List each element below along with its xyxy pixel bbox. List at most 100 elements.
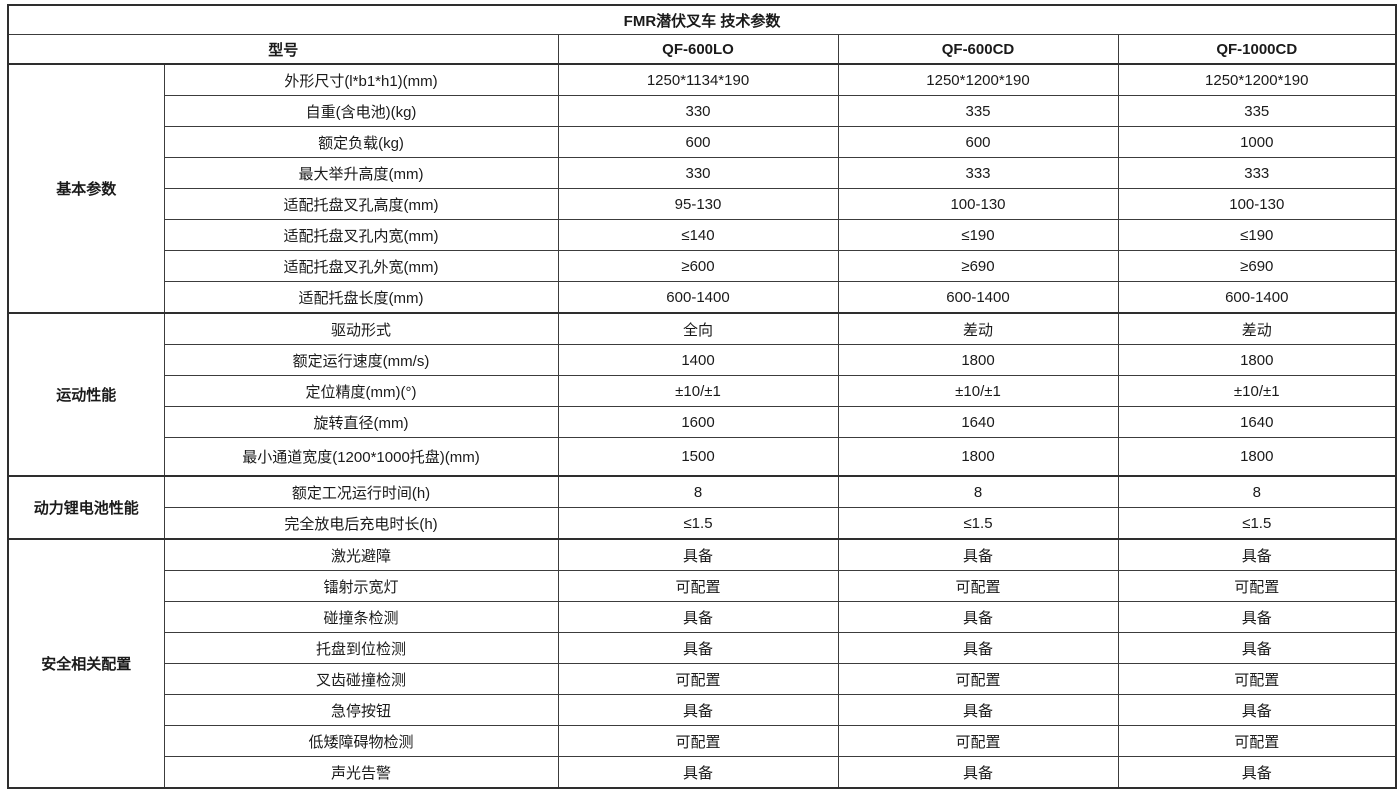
section-label: 基本参数 — [7, 63, 165, 314]
spec-value: 1000 — [1117, 126, 1397, 158]
row-label: 外形尺寸(l*b1*h1)(mm) — [163, 63, 559, 96]
spec-row: 基本参数 外形尺寸(l*b1*h1)(mm) 1250*1134*190 1250*1… — [7, 63, 1397, 314]
row-label: 自重(含电池)(kg) — [163, 95, 559, 127]
row-label: 托盘到位检测 — [163, 632, 559, 664]
spec-value: 可配置 — [837, 725, 1119, 757]
spec-value: 1600 — [557, 406, 839, 438]
row-label: 碰撞条检测 — [163, 601, 559, 633]
spec-row: 碰撞条检测 具备 具备 具备 — [8, 601, 1397, 633]
spec-value: 可配置 — [557, 725, 839, 757]
spec-value: 1250*1200*190 — [1117, 63, 1397, 96]
row-label: 急停按钮 — [163, 694, 559, 726]
row-label: 定位精度(mm)(°) — [163, 375, 559, 407]
spec-row: 镭射示宽灯 可配置 可配置 可配置 — [8, 570, 1397, 602]
spec-value: 1250*1134*190 — [557, 63, 839, 96]
spec-value: 具备 — [837, 694, 1119, 726]
spec-value: 330 — [557, 95, 839, 127]
row-label: 额定工况运行时间(h) — [163, 475, 559, 508]
spec-value: 1640 — [837, 406, 1119, 438]
row-label: 激光避障 — [163, 538, 559, 571]
spec-row: 自重(含电池)(kg) 330 335 335 — [8, 95, 1397, 127]
spec-value: 600 — [557, 126, 839, 158]
spec-table-body: 基本参数 外形尺寸(l*b1*h1)(mm) 1250*1134*190 1250*1… — [7, 63, 1397, 789]
row-label: 适配托盘叉孔高度(mm) — [163, 188, 559, 220]
row-label: 最小通道宽度(1200*1000托盘)(mm) — [163, 437, 559, 477]
spec-value: 100-130 — [1117, 188, 1397, 220]
spec-table: FMR潜伏叉车 技术参数 型号 QF-600LO QF-600CD QF-100… — [7, 4, 1398, 789]
row-label: 额定运行速度(mm/s) — [163, 344, 559, 376]
model-header-row: 型号 QF-600LO QF-600CD QF-1000CD — [7, 34, 1397, 65]
spec-value: 可配置 — [837, 663, 1119, 695]
spec-row: 最大举升高度(mm) 330 333 333 — [8, 157, 1397, 189]
spec-row: 急停按钮 具备 具备 具备 — [8, 694, 1397, 726]
spec-value: ≤1.5 — [1117, 507, 1397, 540]
row-label: 最大举升高度(mm) — [163, 157, 559, 189]
spec-row: 定位精度(mm)(°) ±10/±1 ±10/±1 ±10/±1 — [8, 375, 1397, 407]
spec-value: 600-1400 — [837, 281, 1119, 314]
model-label-cell: 型号 — [7, 34, 559, 65]
spec-value: ≥690 — [837, 250, 1119, 282]
spec-row: 额定负载(kg) 600 600 1000 — [8, 126, 1397, 158]
spec-value: 具备 — [1117, 694, 1397, 726]
row-label: 适配托盘长度(mm) — [163, 281, 559, 314]
spec-value: 可配置 — [1117, 725, 1397, 757]
section-label: 动力锂电池性能 — [7, 475, 165, 540]
spec-value: 可配置 — [837, 570, 1119, 602]
spec-value: 1800 — [837, 344, 1119, 376]
spec-value: 1250*1200*190 — [837, 63, 1119, 96]
spec-row: 适配托盘叉孔外宽(mm) ≥600 ≥690 ≥690 — [8, 250, 1397, 282]
spec-row: 托盘到位检测 具备 具备 具备 — [8, 632, 1397, 664]
spec-value: 8 — [557, 475, 839, 508]
spec-row: 适配托盘叉孔高度(mm) 95-130 100-130 100-130 — [8, 188, 1397, 220]
model-column-header: QF-600CD — [837, 34, 1119, 65]
spec-value: 1800 — [1117, 437, 1397, 477]
spec-value: 具备 — [557, 756, 839, 789]
spec-row: 动力锂电池性能 额定工况运行时间(h) 8 8 8 — [7, 475, 1397, 540]
spec-value: 具备 — [557, 694, 839, 726]
spec-value: ±10/±1 — [837, 375, 1119, 407]
title-row: FMR潜伏叉车 技术参数 — [7, 4, 1397, 35]
row-label: 声光告警 — [163, 756, 559, 789]
spec-value: 1400 — [557, 344, 839, 376]
spec-value: ±10/±1 — [557, 375, 839, 407]
spec-value: 具备 — [837, 756, 1119, 789]
spec-value: 具备 — [837, 538, 1119, 571]
spec-value: ±10/±1 — [1117, 375, 1397, 407]
spec-value: 全向 — [557, 312, 839, 345]
row-label: 额定负载(kg) — [163, 126, 559, 158]
spec-row: 安全相关配置 激光避障 具备 具备 具备 — [7, 538, 1397, 789]
spec-value: 330 — [557, 157, 839, 189]
spec-value: 具备 — [1117, 601, 1397, 633]
spec-value: 8 — [1117, 475, 1397, 508]
spec-row: 适配托盘叉孔内宽(mm) ≤140 ≤190 ≤190 — [8, 219, 1397, 251]
spec-value: 1640 — [1117, 406, 1397, 438]
spec-row: 运动性能 驱动形式 全向 差动 差动 — [7, 312, 1397, 477]
spec-value: 600 — [837, 126, 1119, 158]
row-label: 旋转直径(mm) — [163, 406, 559, 438]
spec-value: ≤140 — [557, 219, 839, 251]
row-label: 完全放电后充电时长(h) — [163, 507, 559, 540]
spec-value: ≤190 — [1117, 219, 1397, 251]
spec-value: 335 — [837, 95, 1119, 127]
spec-row: 最小通道宽度(1200*1000托盘)(mm) 1500 1800 1800 — [8, 437, 1397, 477]
spec-value: 可配置 — [1117, 570, 1397, 602]
row-label: 低矮障碍物检测 — [163, 725, 559, 757]
spec-value: 1800 — [837, 437, 1119, 477]
spec-row: 低矮障碍物检测 可配置 可配置 可配置 — [8, 725, 1397, 757]
spec-value: ≤1.5 — [837, 507, 1119, 540]
table-title: FMR潜伏叉车 技术参数 — [7, 4, 1397, 35]
section-label: 安全相关配置 — [7, 538, 165, 789]
spec-row: 声光告警 具备 具备 具备 — [8, 756, 1397, 789]
row-label: 镭射示宽灯 — [163, 570, 559, 602]
spec-value: 95-130 — [557, 188, 839, 220]
spec-value: 1500 — [557, 437, 839, 477]
spec-row: 叉齿碰撞检测 可配置 可配置 可配置 — [8, 663, 1397, 695]
spec-value: ≤190 — [837, 219, 1119, 251]
row-label: 适配托盘叉孔外宽(mm) — [163, 250, 559, 282]
spec-value: 具备 — [557, 632, 839, 664]
spec-value: 可配置 — [557, 570, 839, 602]
model-column-header: QF-600LO — [557, 34, 839, 65]
spec-value: 具备 — [837, 601, 1119, 633]
spec-value: ≤1.5 — [557, 507, 839, 540]
spec-value: 333 — [837, 157, 1119, 189]
